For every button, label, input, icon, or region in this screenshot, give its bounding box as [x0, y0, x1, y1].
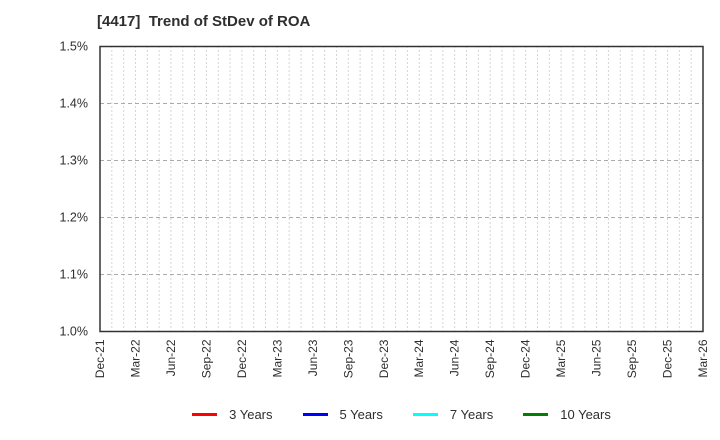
- x-tick-label: Sep-25: [625, 339, 639, 378]
- legend-item-3-years: 3 Years: [192, 406, 273, 422]
- y-tick-label: 1.2%: [60, 211, 89, 225]
- x-tick-label: Dec-22: [235, 339, 249, 378]
- legend-line-swatch: [192, 412, 218, 416]
- x-tick-label: Mar-24: [412, 339, 426, 377]
- x-tick-label: Sep-24: [483, 339, 497, 378]
- x-tick-label: Sep-23: [341, 339, 355, 378]
- legend-label: 7 Years: [449, 406, 494, 422]
- x-tick-label: Mar-23: [270, 339, 284, 377]
- x-tick-label: Mar-25: [554, 339, 568, 377]
- y-tick-label: 1.0%: [60, 325, 89, 339]
- legend-line-swatch: [412, 412, 438, 416]
- x-tick-label: Jun-25: [590, 339, 604, 376]
- x-tick-label: Jun-24: [448, 339, 462, 376]
- y-tick-label: 1.5%: [60, 40, 89, 54]
- legend-label: 10 Years: [560, 406, 611, 422]
- x-tick-label: Jun-22: [164, 339, 178, 376]
- chart-title: [4417] Trend of StDev of ROA: [97, 13, 311, 30]
- legend-label: 3 Years: [229, 406, 273, 422]
- x-tick-label: Dec-25: [661, 339, 675, 378]
- x-tick-label: Mar-22: [128, 339, 142, 377]
- x-tick-label: Mar-26: [696, 339, 710, 377]
- x-tick-label: Dec-21: [93, 339, 107, 378]
- x-tick-label: Dec-24: [519, 339, 533, 378]
- legend: 3 Years 5 Years 7 Years 10 Years: [100, 402, 703, 426]
- y-tick-label: 1.1%: [60, 268, 89, 282]
- y-tick-label: 1.4%: [60, 97, 89, 111]
- legend-label: 5 Years: [339, 406, 383, 422]
- legend-line-swatch: [523, 412, 549, 416]
- x-tick-label: Sep-22: [199, 339, 213, 378]
- plot-border: [99, 45, 704, 333]
- legend-line-swatch: [302, 412, 328, 416]
- legend-item-7-years: 7 Years: [412, 406, 494, 422]
- x-tick-label: Jun-23: [306, 339, 320, 376]
- plot-area: 1.0% 1.1% 1.2% 1.3% 1.4% 1.5% Dec-21 Mar-22 Jun-…: [60, 40, 711, 379]
- y-tick-label: 1.3%: [60, 154, 89, 168]
- x-tick-label: Dec-23: [377, 339, 391, 378]
- legend-item-10-years: 10 Years: [523, 407, 611, 422]
- legend-item-5-years: 5 Years: [302, 406, 383, 422]
